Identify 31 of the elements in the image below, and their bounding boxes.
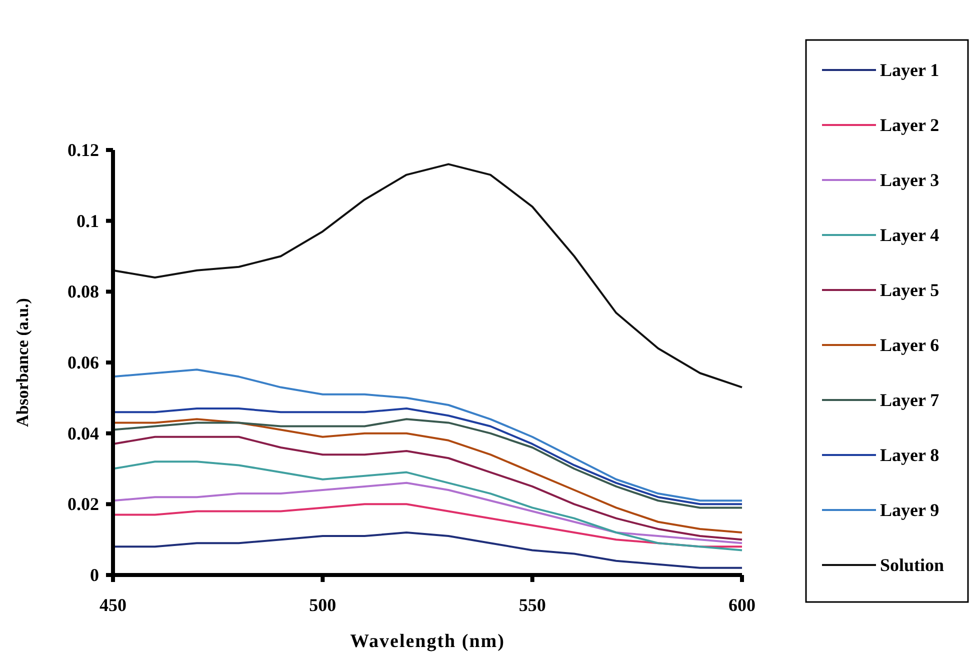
legend-label: Layer 9: [880, 500, 940, 520]
y-tick-label: 0.12: [68, 140, 99, 160]
legend-label: Layer 2: [880, 115, 940, 135]
legend-label: Layer 6: [880, 335, 940, 355]
line-series: [112, 368, 743, 502]
legend-label: Layer 1: [880, 60, 940, 80]
x-tick-label: 450: [100, 595, 126, 615]
y-tick-label: 0.06: [68, 352, 99, 372]
line-series: [112, 482, 743, 544]
legend-label: Layer 7: [880, 390, 940, 410]
x-tick-label: 500: [309, 595, 336, 615]
y-tick-label: 0.02: [68, 494, 99, 514]
x-axis-title: Wavelength (nm): [350, 631, 505, 652]
y-tick-label: 0.04: [68, 423, 99, 444]
y-axis-title: Absorbance (a.u.): [13, 298, 32, 427]
y-tick-label: 0.08: [68, 282, 99, 302]
legend-label: Layer 5: [880, 280, 940, 300]
line-series: [112, 418, 743, 534]
y-tick-label: 0.1: [76, 210, 99, 231]
line-series: [112, 532, 743, 569]
legend-label: Solution: [880, 555, 944, 575]
y-tick-label: 0: [90, 565, 99, 585]
line-series: [112, 460, 743, 552]
x-tick-label: 600: [728, 595, 756, 615]
legend-label: Layer 3: [880, 170, 940, 190]
line-series: [112, 163, 743, 388]
x-tick-label: 550: [518, 595, 546, 615]
line-series: [112, 436, 743, 541]
line-series: [112, 503, 743, 548]
legend-label: Layer 4: [880, 225, 940, 245]
legend-label: Layer 8: [880, 445, 940, 465]
